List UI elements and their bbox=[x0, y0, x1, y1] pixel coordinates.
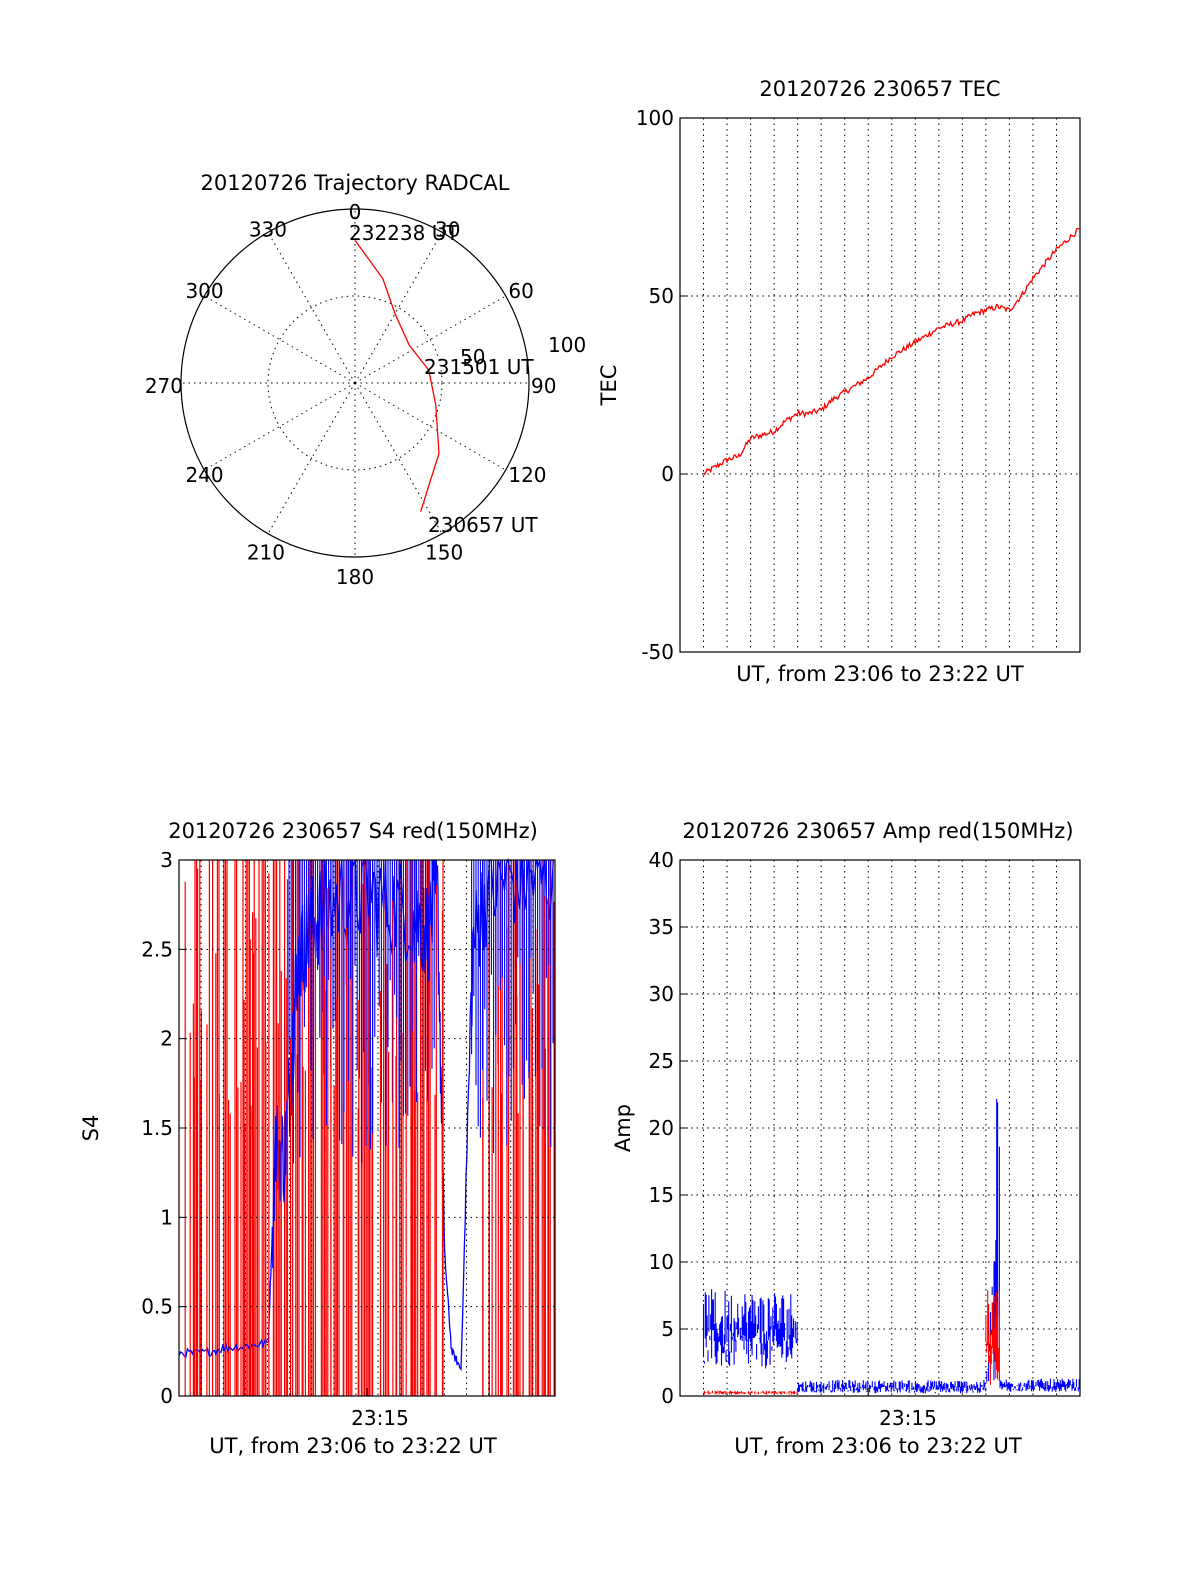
tec-series-line bbox=[703, 227, 1081, 476]
polar-outer-circle bbox=[180, 208, 530, 558]
trajectory-panel: 20120726 Trajectory RADCAL 0 30 60 90 120 150… bbox=[145, 171, 586, 589]
polar-angle-label-60: 60 bbox=[508, 279, 533, 303]
polar-spoke-300 bbox=[204, 295, 356, 384]
amp-series bbox=[702, 1098, 1080, 1395]
amp-red-series bbox=[702, 1290, 1000, 1395]
polar-angle-label-30: 30 bbox=[435, 218, 460, 242]
s4-ytick-label-1.5: 1.5 bbox=[141, 1116, 173, 1140]
s4-y-ticks: 0 0.5 1 1.5 2 2.5 3 bbox=[141, 848, 368, 1408]
polar-angle-label-120: 120 bbox=[508, 463, 546, 487]
polar-ring-50 bbox=[267, 295, 443, 471]
tec-panel: 20120726 230657 TEC -50 0 50 100 TEC UT, fr… bbox=[597, 77, 1081, 686]
polar-angle-label-0: 0 bbox=[349, 200, 362, 224]
s4-title: 20120726 230657 S4 red(150MHz) bbox=[168, 819, 538, 843]
amp-ytick-label-20: 20 bbox=[649, 1116, 674, 1140]
tec-title: 20120726 230657 TEC bbox=[759, 77, 1000, 101]
amp-frame bbox=[679, 859, 1081, 1397]
tec-ytick-label--50: -50 bbox=[641, 640, 674, 664]
polar-angle-label-90: 90 bbox=[531, 374, 556, 398]
amp-y-label: Amp bbox=[611, 1104, 635, 1152]
polar-grid bbox=[181, 209, 529, 557]
amp-ytick-label-30: 30 bbox=[649, 982, 674, 1006]
polar-spoke-330 bbox=[267, 232, 356, 384]
amp-ytick-label-40: 40 bbox=[649, 848, 674, 872]
tec-y-label: TEC bbox=[597, 365, 621, 407]
tec-ytick-label-0: 0 bbox=[661, 462, 674, 486]
tec-grid bbox=[680, 117, 1080, 653]
polar-angle-label-180: 180 bbox=[336, 565, 374, 589]
s4-ytick-label-2.5: 2.5 bbox=[141, 937, 173, 961]
polar-radial-label-50: 50 bbox=[460, 345, 485, 369]
s4-grid bbox=[179, 859, 555, 1397]
amp-panel: 20120726 230657 Amp red(150MHz) 0 5 10 15 20… bbox=[611, 819, 1081, 1458]
polar-angle-label-330: 330 bbox=[249, 218, 287, 242]
trajectory-title: 20120726 Trajectory RADCAL bbox=[201, 171, 510, 195]
polar-angle-labels: 0 30 60 90 120 150 180 210 240 270 300 330 bbox=[145, 200, 557, 589]
s4-ytick-label-3: 3 bbox=[160, 848, 173, 872]
s4-ytick-label-0: 0 bbox=[160, 1384, 173, 1408]
polar-spoke-120 bbox=[354, 382, 506, 471]
amp-title: 20120726 230657 Amp red(150MHz) bbox=[682, 819, 1073, 843]
polar-angle-label-270: 270 bbox=[145, 374, 183, 398]
annotation-230657: 230657 UT bbox=[428, 513, 538, 537]
polar-spoke-150 bbox=[354, 382, 443, 534]
polar-spoke-60 bbox=[354, 295, 506, 384]
annotation-231501: 231501 UT bbox=[424, 355, 534, 379]
amp-y-ticks: 0 5 10 15 20 25 30 35 40 bbox=[649, 848, 869, 1408]
tec-ytick-label-100: 100 bbox=[636, 106, 674, 130]
s4-ytick-label-1: 1 bbox=[160, 1205, 173, 1229]
polar-angle-label-210: 210 bbox=[247, 540, 285, 564]
amp-ytick-label-35: 35 bbox=[649, 915, 674, 939]
amp-x-tick-label: 23:15 bbox=[879, 1406, 937, 1430]
s4-series bbox=[178, 857, 555, 1396]
tec-x-label: UT, from 23:06 to 23:22 UT bbox=[736, 662, 1024, 686]
s4-ytick-label-2: 2 bbox=[160, 1027, 173, 1051]
polar-angle-label-240: 240 bbox=[185, 463, 223, 487]
polar-spoke-30 bbox=[354, 232, 443, 384]
tec-ytick-label-50: 50 bbox=[649, 284, 674, 308]
s4-x-label: UT, from 23:06 to 23:22 UT bbox=[209, 1434, 497, 1458]
polar-angle-label-300: 300 bbox=[185, 279, 223, 303]
s4-y-label: S4 bbox=[79, 1115, 103, 1142]
amp-ytick-label-10: 10 bbox=[649, 1250, 674, 1274]
amp-grid bbox=[680, 859, 1080, 1397]
annotation-232238: 232238 UT bbox=[349, 221, 459, 245]
polar-radial-label-100: 100 bbox=[548, 333, 586, 357]
s4-panel: 20120726 230657 S4 red(150MHz) 0 0.5 1 1.5 2… bbox=[79, 819, 556, 1458]
polar-spoke-210 bbox=[267, 382, 356, 534]
amp-ytick-label-5: 5 bbox=[661, 1317, 674, 1341]
s4-x-tick-label: 23:15 bbox=[351, 1406, 409, 1430]
trajectory-line bbox=[354, 239, 440, 512]
polar-angle-label-150: 150 bbox=[425, 540, 463, 564]
tec-y-ticks: -50 0 50 100 bbox=[636, 106, 688, 664]
amp-ytick-label-0: 0 bbox=[661, 1384, 674, 1408]
polar-spoke-240 bbox=[204, 382, 356, 471]
amp-ytick-label-15: 15 bbox=[649, 1183, 674, 1207]
amp-ytick-label-25: 25 bbox=[649, 1049, 674, 1073]
polar-radial-labels: 50 100 bbox=[460, 333, 586, 369]
s4-ytick-label-0.5: 0.5 bbox=[141, 1295, 173, 1319]
tec-frame bbox=[679, 117, 1081, 653]
amp-blue-series bbox=[702, 1098, 1080, 1394]
s4-red-overlay bbox=[184, 868, 555, 1396]
amp-x-label: UT, from 23:06 to 23:22 UT bbox=[734, 1434, 1022, 1458]
